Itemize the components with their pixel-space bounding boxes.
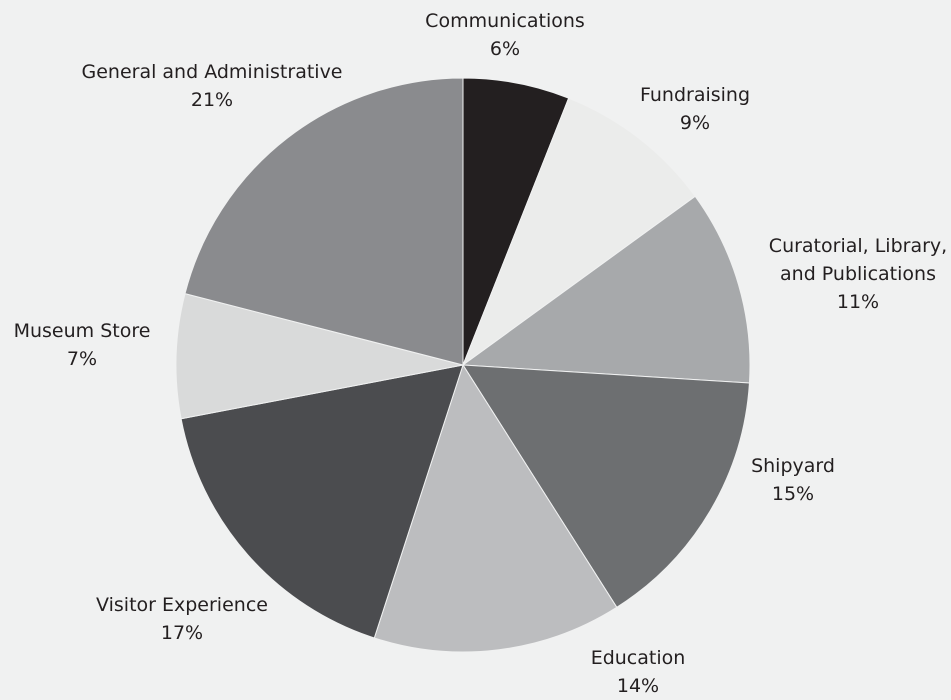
category-label: Visitor Experience bbox=[96, 594, 268, 616]
pie-slice bbox=[180, 364, 464, 639]
pie-slice bbox=[462, 364, 750, 609]
value-label: 11% bbox=[836, 291, 880, 313]
slice-label: Visitor Experience 17% bbox=[62, 591, 302, 647]
pie-slice bbox=[461, 195, 751, 384]
pie-slice bbox=[373, 363, 618, 653]
category-label: Shipyard bbox=[751, 455, 835, 477]
slice-label: Shipyard 15% bbox=[693, 452, 893, 508]
slice-label: Museum Store 7% bbox=[0, 317, 182, 373]
slice-label: Communications 6% bbox=[405, 7, 605, 63]
value-label: 7% bbox=[66, 348, 98, 370]
pie-slice bbox=[175, 293, 464, 420]
slice-label: Curatorial, Library, and Publications 11% bbox=[758, 232, 951, 316]
slice-label: Education 14% bbox=[538, 644, 738, 700]
category-label: Museum Store bbox=[13, 320, 151, 342]
value-label: 21% bbox=[190, 89, 234, 111]
value-label: 14% bbox=[616, 675, 660, 697]
slice-label: General and Administrative 21% bbox=[62, 58, 362, 114]
category-label: Communications bbox=[425, 10, 585, 32]
category-label: General and Administrative bbox=[81, 61, 343, 83]
value-label: 15% bbox=[771, 483, 815, 505]
value-label: 9% bbox=[679, 112, 711, 134]
category-label: Fundraising bbox=[639, 84, 751, 106]
value-label: 6% bbox=[489, 38, 521, 60]
category-label: Curatorial, Library, and Publications bbox=[768, 235, 948, 285]
pie-slice bbox=[461, 97, 696, 367]
pie-slice bbox=[184, 77, 464, 366]
category-label: Education bbox=[590, 647, 686, 669]
value-label: 17% bbox=[160, 622, 204, 644]
slice-label: Fundraising 9% bbox=[595, 81, 795, 137]
